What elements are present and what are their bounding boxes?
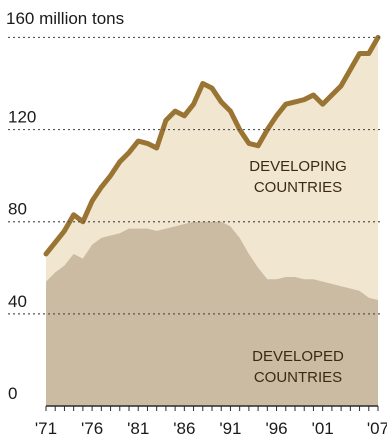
developing-line — [43, 34, 381, 257]
annotation-developed: DEVELOPED COUNTRIES — [252, 348, 344, 386]
x-tick-label-1996: '96 — [265, 419, 287, 438]
y-tick-label-0: 0 — [8, 384, 17, 403]
x-tick-label-2001: '01 — [312, 419, 334, 438]
x-tick-label-1981: '81 — [127, 419, 149, 438]
x-tick-label-2007: '07 — [367, 419, 387, 438]
y-tick-label-120: 120 — [8, 108, 36, 127]
y-tick-label-40: 40 — [8, 292, 27, 311]
annotation-developed-line-2: COUNTRIES — [254, 369, 342, 386]
y-tick-label-80: 80 — [8, 200, 27, 219]
y-unit-label: 160 million tons — [6, 9, 124, 28]
x-tick-label-1991: '91 — [219, 419, 241, 438]
x-tick-label-1971: '71 — [35, 419, 57, 438]
annotation-developing: DEVELOPING COUNTRIES — [249, 158, 347, 196]
y-axis: 0 40 80 120 — [8, 108, 36, 403]
annotation-developing-line-1: DEVELOPING — [249, 158, 347, 175]
annotation-developing-line-2: COUNTRIES — [254, 179, 342, 196]
x-axis: '71 '76 '81 '86 '91 '96 '01 '07 — [35, 405, 387, 438]
x-tick-label-1986: '86 — [173, 419, 195, 438]
x-tick-label-1976: '76 — [81, 419, 103, 438]
gridlines — [8, 36, 381, 315]
annotation-developed-line-1: DEVELOPED — [252, 348, 344, 365]
developed-area — [46, 221, 378, 406]
